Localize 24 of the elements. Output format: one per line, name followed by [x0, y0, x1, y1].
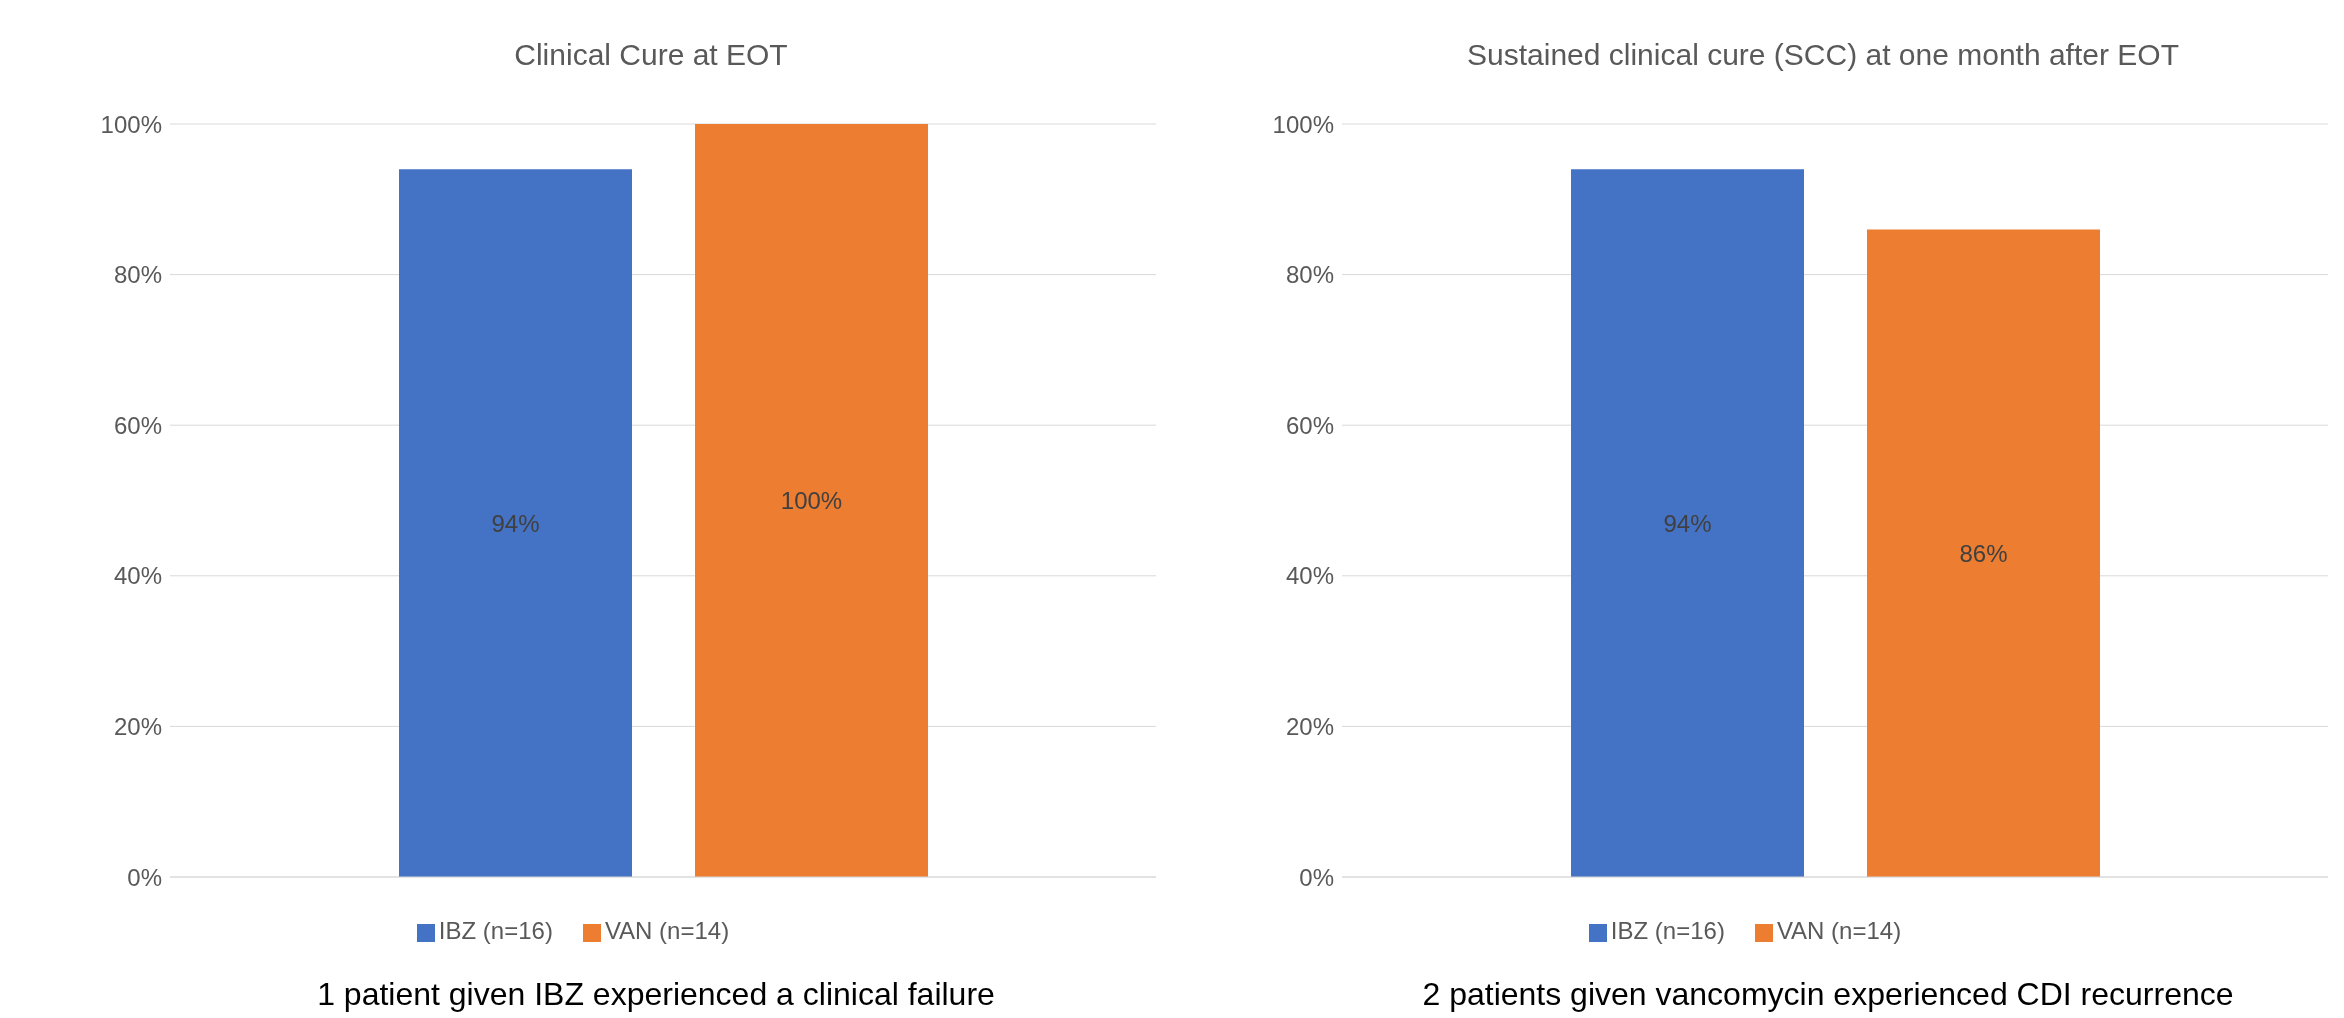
chart-title: Clinical Cure at EOT — [513, 38, 789, 72]
y-tick-label: 0% — [127, 863, 162, 891]
y-tick-label: 80% — [1285, 261, 1334, 289]
y-tick-label: 40% — [113, 562, 162, 590]
data-label: 94% — [491, 509, 540, 537]
y-tick-label: 60% — [113, 411, 162, 439]
y-tick-label: 80% — [113, 261, 162, 289]
y-tick-label: 40% — [1285, 562, 1334, 590]
y-tick-label: 20% — [113, 712, 162, 740]
text: 1 patient given IBZ experienced a clinical failure — [316, 976, 996, 1013]
data-label: 86% — [1959, 539, 2008, 567]
legend-label: IBZ (n=16) — [438, 917, 553, 944]
data-label: 94% — [1663, 509, 1712, 537]
legend-label: IBZ (n=16) — [1610, 917, 1725, 944]
chart-title: Sustained clinical cure (SCC) at one month after EOT — [1466, 38, 2180, 72]
legend-label: VAN (n=14) — [604, 917, 730, 944]
y-tick-label: 100% — [100, 110, 162, 138]
y-tick-label: 0% — [1299, 863, 1334, 891]
y-tick-label: 60% — [1285, 411, 1334, 439]
data-label: 100% — [780, 487, 843, 515]
text: 2 patients given vancomycin experienced CDI recurrence — [1421, 976, 2235, 1013]
y-tick-label: 100% — [1272, 110, 1334, 138]
y-tick-label: 20% — [1285, 712, 1334, 740]
legend-label: VAN (n=14) — [1776, 917, 1902, 944]
